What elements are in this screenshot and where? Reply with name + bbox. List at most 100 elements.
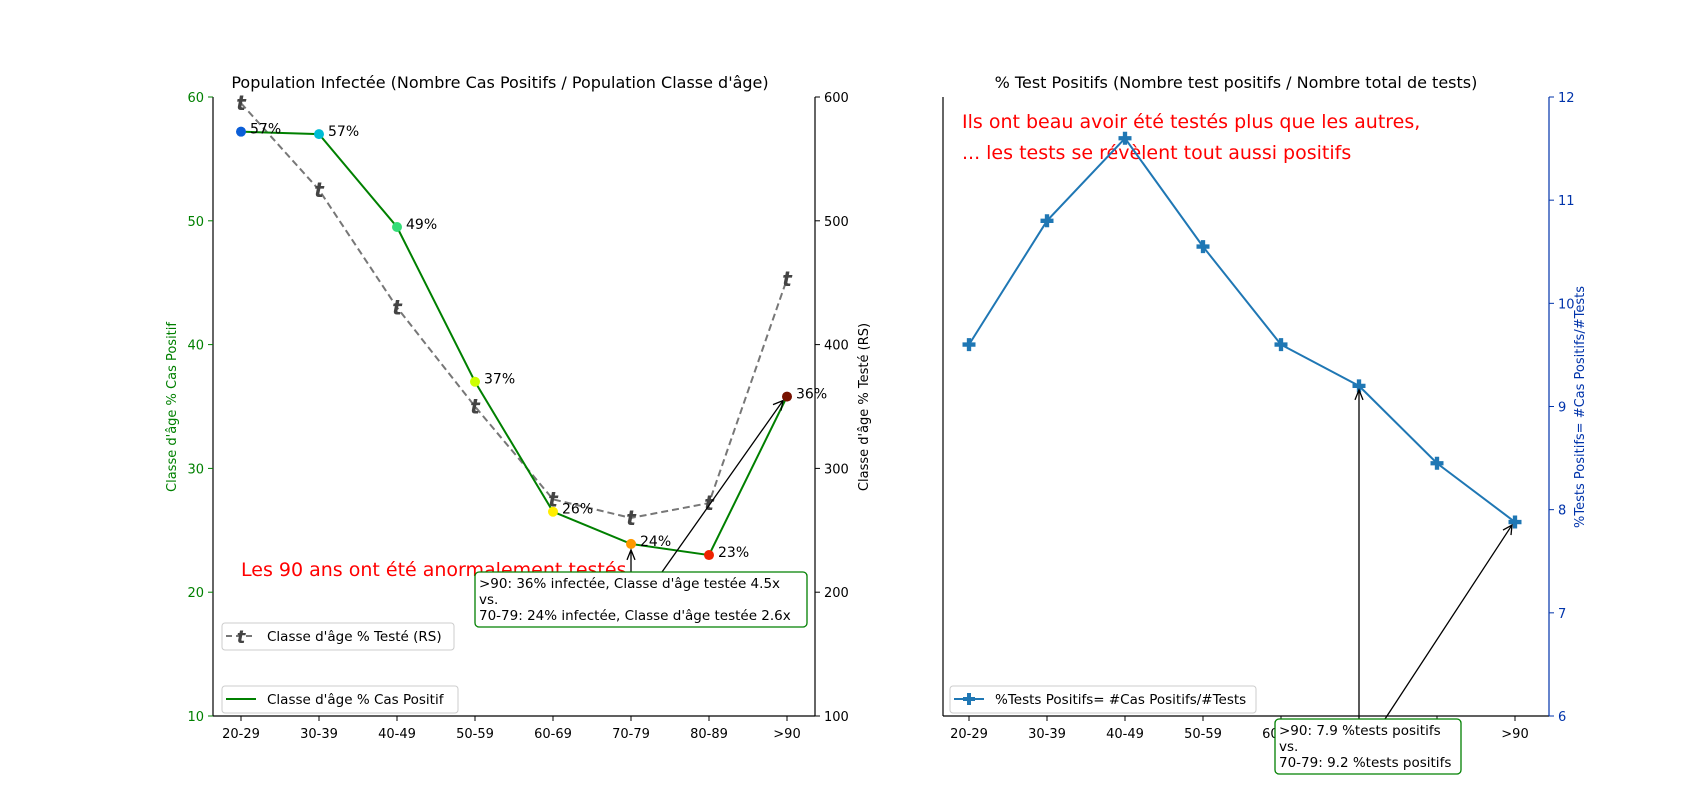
annotation-box-right: >90: 7.9 %tests positifs vs.70-79: 9.2 %… <box>1274 388 1513 775</box>
y2-tick-label: 500 <box>824 215 849 230</box>
y2-tick-label: 6 <box>1558 710 1566 725</box>
series-tests-positive-marker <box>1118 131 1132 145</box>
chart-left-legend: t Classe d'âge % Testé (RS) Classe d'âge %… <box>221 622 459 714</box>
series-tested-marker: t <box>236 91 247 115</box>
x-tick-label: 40-49 <box>378 727 416 742</box>
legend-frame <box>949 685 1257 714</box>
series-positive-point <box>470 376 480 387</box>
y2-tick-label: 10 <box>1558 297 1575 312</box>
series-tests-positive-marker <box>1274 338 1288 352</box>
x-tick-label: 20-29 <box>222 727 260 742</box>
legend-frame-positive <box>221 685 459 714</box>
y-tick-label: 20 <box>187 586 204 601</box>
series-tested: t t t t t t t t <box>236 91 793 530</box>
chart-right-legend: %Tests Positifs= #Cas Positifs/#Tests <box>949 685 1257 714</box>
series-tested-marker: t <box>548 487 559 511</box>
annotation-box: >90: 36% infectée, Classe d'âge testée 4… <box>474 399 808 628</box>
y2-tick-label: 300 <box>824 462 849 477</box>
y2-tick-label: 12 <box>1558 91 1575 106</box>
series-positive-point <box>392 221 402 232</box>
annotation-box-line: 70-79: 24% infectée, Classe d'âge testée… <box>479 608 791 624</box>
series-tests-positive-marker <box>1508 515 1522 529</box>
x-tick-label: 40-49 <box>1106 727 1144 742</box>
legend-label-positive: Classe d'âge % Cas Positif <box>267 692 445 708</box>
x-tick-label: 50-59 <box>1184 727 1222 742</box>
annotation-box-line: >90: 7.9 %tests positifs <box>1279 723 1441 739</box>
series-tests-positive-marker <box>1430 456 1444 470</box>
chart-right: % Test Positifs (Nombre test positifs / … <box>942 73 1588 775</box>
x-tick-label: 30-39 <box>1028 727 1066 742</box>
annotation-box-frame <box>474 571 808 628</box>
data-label: 26% <box>562 502 593 518</box>
series-tested-line <box>240 102 788 519</box>
series-positive-point <box>782 391 792 402</box>
chart-left-y-axis-label: Classe d'âge % Cas Positif <box>165 322 180 492</box>
y2-tick-label: 200 <box>824 586 849 601</box>
legend-marker-tested: t <box>237 627 247 648</box>
y-tick-label: 10 <box>187 710 204 725</box>
data-label: 24% <box>640 534 671 550</box>
series-positive: 57% 57% 49% 37% 26% 24% 23% 36% <box>236 122 827 561</box>
y2-tick-label: 400 <box>824 339 849 354</box>
series-positive-point <box>236 126 246 137</box>
x-tick-label: 20-29 <box>950 727 988 742</box>
data-label: 57% <box>250 122 281 138</box>
annotation-arrowhead <box>1502 523 1513 536</box>
y2-tick-label: 8 <box>1558 504 1566 519</box>
chart-left: Population Infectée (Nombre Cas Positifs… <box>165 73 872 742</box>
chart-right-title: % Test Positifs (Nombre test positifs / … <box>995 73 1478 92</box>
series-positive-line <box>240 130 788 557</box>
chart-left-title: Population Infectée (Nombre Cas Positifs… <box>231 73 768 92</box>
annotation-red-text-line-1: Ils ont beau avoir été testés plus que l… <box>962 111 1420 133</box>
annotation-box-frame <box>1274 718 1462 775</box>
series-tested-marker: t <box>782 267 793 291</box>
annotation-box-line: >90: 36% infectée, Classe d'âge testée 4… <box>479 576 780 592</box>
annotation-box-line: vs. <box>479 592 498 608</box>
y2-tick-label: 100 <box>824 710 849 725</box>
series-tested-marker: t <box>626 506 637 530</box>
series-positive-point <box>548 506 558 517</box>
annotation-arrow-90 <box>661 400 784 573</box>
y-tick-label: 30 <box>187 462 204 477</box>
data-label: 37% <box>484 372 515 388</box>
y2-tick-label: 11 <box>1558 194 1575 209</box>
y2-tick-label: 7 <box>1558 607 1566 622</box>
annotation-arrowhead <box>626 548 636 561</box>
legend-label-tested: Classe d'âge % Testé (RS) <box>267 629 442 645</box>
y2-tick-label: 600 <box>824 91 849 106</box>
annotation-arrow-90 <box>1384 524 1513 720</box>
annotation-arrowhead <box>772 399 784 411</box>
x-tick-label: >90 <box>773 727 800 742</box>
x-tick-label: 80-89 <box>690 727 728 742</box>
y-tick-label: 60 <box>187 91 204 106</box>
annotation-box-line: vs. <box>1279 739 1298 755</box>
legend-frame-tested <box>221 622 455 651</box>
legend-label: %Tests Positifs= #Cas Positifs/#Tests <box>995 692 1246 708</box>
series-tested-marker: t <box>314 178 325 202</box>
data-label: 36% <box>796 387 827 403</box>
series-tests-positive-marker <box>1040 214 1054 228</box>
series-tests-positive-marker <box>962 338 976 352</box>
series-tests-positive-marker <box>1196 240 1210 254</box>
data-label: 23% <box>718 545 749 561</box>
series-positive-point <box>704 550 714 561</box>
x-tick-label: 50-59 <box>456 727 494 742</box>
series-positive-point <box>314 129 324 140</box>
annotation-red-text-line-2: ... les tests se révèlent tout aussi pos… <box>962 142 1351 164</box>
series-tests-positive-line <box>968 136 1516 523</box>
y-tick-label: 40 <box>187 339 204 354</box>
x-tick-label: 60-69 <box>534 727 572 742</box>
series-tests-positive-marker <box>1352 379 1366 393</box>
x-tick-label: 70-79 <box>612 727 650 742</box>
series-tested-marker: t <box>470 395 481 419</box>
annotation-box-line: 70-79: 9.2 %tests positifs <box>1279 755 1451 771</box>
x-tick-label: >90 <box>1501 727 1528 742</box>
chart-left-axes: 10 20 30 40 50 60 100 200 300 400 500 600 20-29 30-39… <box>187 91 848 742</box>
series-tests-positive <box>962 131 1522 529</box>
chart-right-axes: 678910111220-2930-3940-4950-5960-6970-79… <box>942 91 1575 742</box>
legend-marker <box>963 693 975 705</box>
series-tested-marker: t <box>392 295 403 319</box>
series-tested-marker: t <box>704 491 715 515</box>
annotation-arrowhead <box>1354 388 1364 401</box>
